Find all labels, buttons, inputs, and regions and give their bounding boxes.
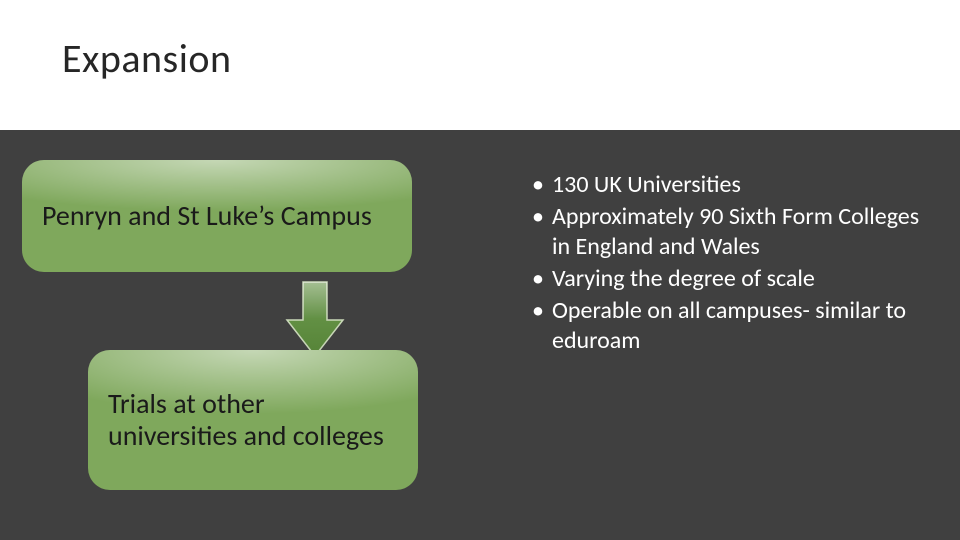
callout-box-2-text: Trials at other universities and college… bbox=[108, 388, 398, 452]
bullet-item: Approximately 90 Sixth Form Colleges in … bbox=[530, 202, 922, 262]
bullet-item: 130 UK Universities bbox=[530, 170, 922, 200]
bullet-item: Operable on all campuses- similar to edu… bbox=[530, 296, 922, 356]
slide-title: Expansion bbox=[62, 34, 231, 83]
down-arrow-icon bbox=[285, 280, 345, 358]
bullet-list-ul: 130 UK Universities Approximately 90 Six… bbox=[530, 170, 922, 356]
bullet-item: Varying the degree of scale bbox=[530, 264, 922, 294]
bullet-list: 130 UK Universities Approximately 90 Six… bbox=[530, 170, 922, 358]
callout-box-1-text: Penryn and St Luke’s Campus bbox=[42, 200, 372, 232]
callout-box-1: Penryn and St Luke’s Campus bbox=[22, 160, 412, 272]
slide: Expansion Penryn and St Luke’s Campus Tr… bbox=[0, 0, 960, 540]
down-arrow-gloss bbox=[287, 282, 343, 356]
callout-box-2: Trials at other universities and college… bbox=[88, 350, 418, 490]
